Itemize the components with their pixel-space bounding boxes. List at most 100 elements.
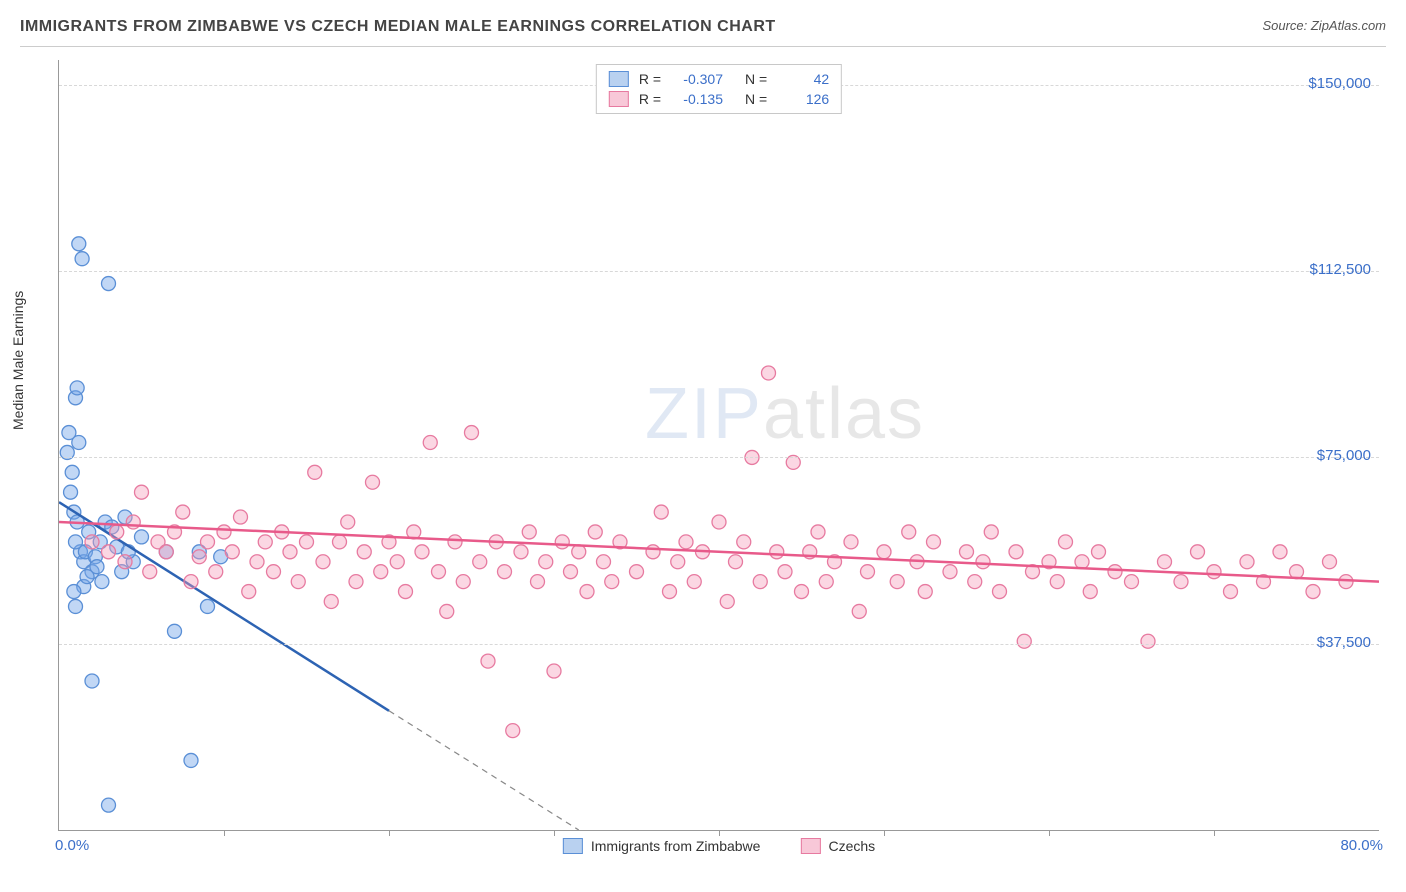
- scatter-point: [1075, 555, 1089, 569]
- scatter-point: [316, 555, 330, 569]
- scatter-point: [1059, 535, 1073, 549]
- scatter-point: [67, 585, 81, 599]
- x-tick: [1049, 830, 1050, 836]
- scatter-point: [819, 575, 833, 589]
- scatter-point: [902, 525, 916, 539]
- scatter-point: [729, 555, 743, 569]
- scatter-point: [877, 545, 891, 559]
- scatter-point: [440, 604, 454, 618]
- scatter-point: [737, 535, 751, 549]
- legend-swatch: [563, 838, 583, 854]
- scatter-point: [95, 575, 109, 589]
- scatter-point: [1009, 545, 1023, 559]
- scatter-point: [1017, 634, 1031, 648]
- scatter-point: [547, 664, 561, 678]
- legend-series-name: Immigrants from Zimbabwe: [591, 838, 761, 854]
- regression-extrapolation: [389, 711, 579, 830]
- scatter-point: [399, 585, 413, 599]
- y-axis-label: Median Male Earnings: [10, 291, 26, 430]
- scatter-point: [135, 530, 149, 544]
- scatter-point: [968, 575, 982, 589]
- scatter-point: [753, 575, 767, 589]
- scatter-point: [110, 525, 124, 539]
- scatter-point: [588, 525, 602, 539]
- legend-n-value: 42: [777, 71, 829, 87]
- scatter-point: [85, 535, 99, 549]
- scatter-point: [159, 545, 173, 559]
- correlation-legend: R =-0.307N =42R =-0.135N =126: [596, 64, 842, 114]
- y-tick-label: $150,000: [1308, 75, 1371, 92]
- scatter-point: [1273, 545, 1287, 559]
- legend-n-value: 126: [777, 91, 829, 107]
- scatter-point: [201, 535, 215, 549]
- y-tick-label: $112,500: [1310, 261, 1371, 278]
- scatter-point: [300, 535, 314, 549]
- scatter-point: [143, 565, 157, 579]
- scatter-point: [192, 550, 206, 564]
- scatter-point: [481, 654, 495, 668]
- scatter-point: [918, 585, 932, 599]
- scatter-point: [687, 575, 701, 589]
- scatter-point: [250, 555, 264, 569]
- scatter-point: [861, 565, 875, 579]
- scatter-point: [118, 555, 132, 569]
- scatter-point: [506, 724, 520, 738]
- scatter-point: [291, 575, 305, 589]
- scatter-point: [217, 525, 231, 539]
- scatter-point: [242, 585, 256, 599]
- scatter-point: [456, 575, 470, 589]
- scatter-point: [1108, 565, 1122, 579]
- scatter-point: [539, 555, 553, 569]
- scatter-point: [184, 575, 198, 589]
- scatter-point: [1158, 555, 1172, 569]
- scatter-point: [564, 565, 578, 579]
- scatter-point: [283, 545, 297, 559]
- scatter-point: [1092, 545, 1106, 559]
- scatter-point: [522, 525, 536, 539]
- scatter-point: [390, 555, 404, 569]
- scatter-point: [135, 485, 149, 499]
- scatter-point: [1240, 555, 1254, 569]
- scatter-point: [1323, 555, 1337, 569]
- legend-r-label: R =: [639, 91, 661, 107]
- scatter-point: [762, 366, 776, 380]
- scatter-point: [102, 798, 116, 812]
- legend-swatch: [800, 838, 820, 854]
- legend-row: R =-0.307N =42: [609, 69, 829, 89]
- scatter-point: [927, 535, 941, 549]
- scatter-point: [65, 465, 79, 479]
- x-tick: [1214, 830, 1215, 836]
- scatter-point: [1339, 575, 1353, 589]
- x-tick: [554, 830, 555, 836]
- gridline: [59, 457, 1379, 458]
- scatter-point: [630, 565, 644, 579]
- scatter-point: [498, 565, 512, 579]
- scatter-point: [712, 515, 726, 529]
- scatter-point: [126, 515, 140, 529]
- scatter-point: [1191, 545, 1205, 559]
- source-attribution: Source: ZipAtlas.com: [1262, 18, 1386, 33]
- scatter-point: [976, 555, 990, 569]
- x-axis-end: 80.0%: [1340, 837, 1383, 854]
- scatter-point: [514, 545, 528, 559]
- legend-row: R =-0.135N =126: [609, 89, 829, 109]
- scatter-point: [366, 475, 380, 489]
- y-tick-label: $37,500: [1317, 634, 1371, 651]
- scatter-point: [844, 535, 858, 549]
- scatter-point: [605, 575, 619, 589]
- scatter-point: [102, 277, 116, 291]
- scatter-point: [646, 545, 660, 559]
- scatter-point: [1125, 575, 1139, 589]
- y-tick-label: $75,000: [1317, 447, 1371, 464]
- scatter-point: [1224, 585, 1238, 599]
- scatter-point: [176, 505, 190, 519]
- scatter-point: [943, 565, 957, 579]
- scatter-point: [795, 585, 809, 599]
- series-legend: Immigrants from ZimbabweCzechs: [563, 838, 875, 854]
- scatter-point: [308, 465, 322, 479]
- scatter-point: [465, 426, 479, 440]
- gridline: [59, 644, 1379, 645]
- legend-r-label: R =: [639, 71, 661, 87]
- scatter-point: [415, 545, 429, 559]
- scatter-point: [1174, 575, 1188, 589]
